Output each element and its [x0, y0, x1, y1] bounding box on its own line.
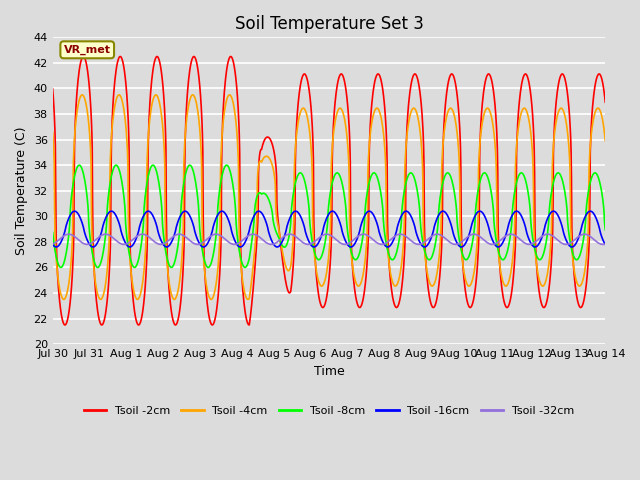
- X-axis label: Time: Time: [314, 364, 344, 378]
- Title: Soil Temperature Set 3: Soil Temperature Set 3: [234, 15, 424, 33]
- Text: VR_met: VR_met: [64, 45, 111, 55]
- Y-axis label: Soil Temperature (C): Soil Temperature (C): [15, 126, 28, 255]
- Legend: Tsoil -2cm, Tsoil -4cm, Tsoil -8cm, Tsoil -16cm, Tsoil -32cm: Tsoil -2cm, Tsoil -4cm, Tsoil -8cm, Tsoi…: [79, 402, 579, 421]
